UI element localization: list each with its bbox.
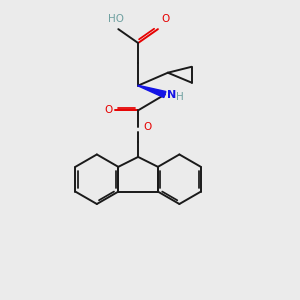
Text: O: O — [161, 14, 169, 24]
Text: O: O — [143, 122, 151, 132]
Polygon shape — [138, 85, 166, 98]
Text: O: O — [104, 105, 112, 116]
Text: H: H — [176, 92, 184, 101]
Text: HO: HO — [108, 14, 124, 24]
Text: N: N — [167, 89, 176, 100]
